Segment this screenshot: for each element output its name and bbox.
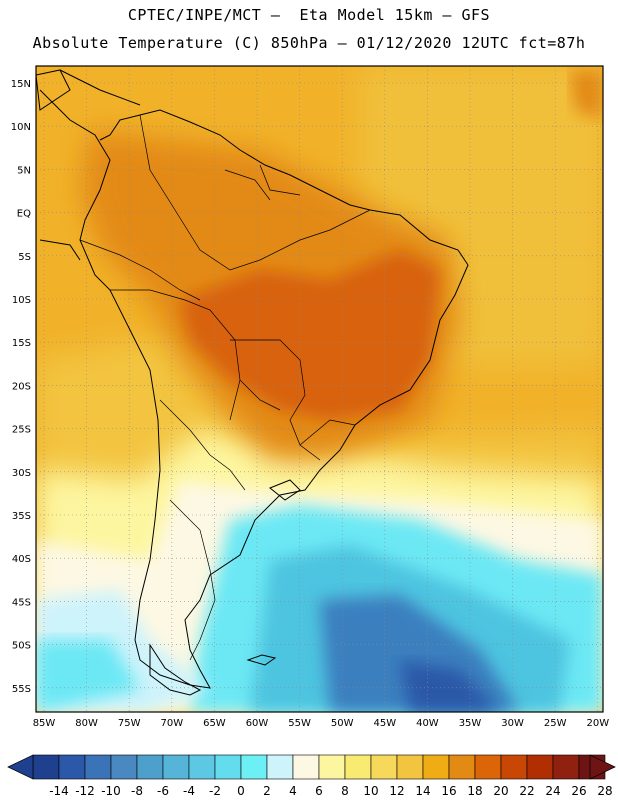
field-blue-dark xyxy=(400,660,500,712)
colorbar-cell xyxy=(240,754,268,780)
colorbar-label: 24 xyxy=(545,784,560,798)
colorbar-cells xyxy=(32,754,606,780)
lon-label: 50W xyxy=(331,718,354,729)
lon-label: 80W xyxy=(75,718,98,729)
colorbar: -14 -12 -10 -8 -6 -4 -2 0 2 4 6 8 10 12 14 16 18 20 22 24 26… xyxy=(7,754,616,798)
colorbar-label: 28 xyxy=(597,784,612,798)
colorbar-labels: -14 -12 -10 -8 -6 -4 -2 0 2 4 6 8 10 12 14 16 18 20 22 24 26… xyxy=(49,784,612,798)
colorbar-label: 18 xyxy=(467,784,482,798)
colorbar-label: 4 xyxy=(289,784,297,798)
longitude-labels: 85W 80W 75W 70W 65W 60W 55W 50W 45W 40W 35W 30W 25W 2… xyxy=(33,718,610,729)
lat-label: 15N xyxy=(11,79,31,90)
colorbar-label: 20 xyxy=(493,784,508,798)
lat-label: 55S xyxy=(12,684,31,695)
lon-label: 55W xyxy=(288,718,311,729)
lon-label: 25W xyxy=(544,718,567,729)
colorbar-high-arrow xyxy=(589,754,616,780)
colorbar-label: 10 xyxy=(363,784,378,798)
field-continent-hot xyxy=(180,250,440,420)
plot-frame xyxy=(35,65,604,713)
temperature-map: 15N 10N 5N EQ 5S 10S 15S 20S 25S 30S 35S 40S 45S 50S 5… xyxy=(11,65,610,729)
lat-label: 20S xyxy=(12,381,31,392)
lat-label: 30S xyxy=(12,468,31,479)
lon-label: 65W xyxy=(203,718,226,729)
lat-label: 25S xyxy=(12,425,31,436)
colorbar-cell xyxy=(84,754,112,780)
map-title-line1: CPTEC/INPE/MCT – Eta Model 15km – GFS xyxy=(127,6,491,24)
lon-label: 35W xyxy=(459,718,482,729)
colorbar-label: -10 xyxy=(101,784,121,798)
latitude-labels: 15N 10N 5N EQ 5S 10S 15S 20S 25S 30S 35S 40S 45S 50S 5… xyxy=(11,79,31,695)
colorbar-label: 0 xyxy=(237,784,245,798)
colorbar-cell xyxy=(188,754,216,780)
lon-label: 60W xyxy=(246,718,269,729)
colorbar-label: 2 xyxy=(263,784,271,798)
colorbar-cell xyxy=(422,754,450,780)
lat-label: 10S xyxy=(12,295,31,306)
lat-label: 5N xyxy=(17,165,31,176)
colorbar-label: 12 xyxy=(389,784,404,798)
colorbar-label: 22 xyxy=(519,784,534,798)
lon-label: 40W xyxy=(416,718,439,729)
temperature-field xyxy=(36,66,603,712)
colorbar-cell xyxy=(370,754,398,780)
colorbar-label: -14 xyxy=(49,784,69,798)
lon-label: 70W xyxy=(160,718,183,729)
field-ne-warm xyxy=(570,70,603,120)
colorbar-label: 6 xyxy=(315,784,323,798)
colorbar-cell xyxy=(500,754,528,780)
lat-label: 45S xyxy=(12,597,31,608)
country-borders xyxy=(79,114,371,661)
lon-label: 45W xyxy=(373,718,396,729)
lon-label: 85W xyxy=(33,718,56,729)
colorbar-low-arrow xyxy=(7,754,34,780)
colorbar-cell xyxy=(292,754,320,780)
lat-label: 50S xyxy=(12,641,31,652)
colorbar-cell xyxy=(318,754,346,780)
colorbar-label: 14 xyxy=(415,784,430,798)
colorbar-cell xyxy=(266,754,294,780)
lat-label: EQ xyxy=(17,209,31,220)
colorbar-cell xyxy=(136,754,164,780)
colorbar-label: -12 xyxy=(75,784,95,798)
map-title-line2: Absolute Temperature (C) 850hPa – 01/12/… xyxy=(32,34,586,52)
colorbar-cell xyxy=(474,754,502,780)
colorbar-label: 16 xyxy=(441,784,456,798)
colorbar-label: 26 xyxy=(571,784,586,798)
lon-label: 75W xyxy=(118,718,141,729)
colorbar-cell xyxy=(448,754,476,780)
lat-label: 10N xyxy=(11,122,31,133)
colorbar-cell xyxy=(552,754,580,780)
colorbar-cell xyxy=(214,754,242,780)
colorbar-cell xyxy=(32,754,60,780)
colorbar-label: -2 xyxy=(209,784,221,798)
lat-label: 35S xyxy=(12,511,31,522)
lat-label: 40S xyxy=(12,554,31,565)
colorbar-label: -4 xyxy=(183,784,195,798)
lon-label: 20W xyxy=(586,718,609,729)
colorbar-cell xyxy=(162,754,190,780)
colorbar-cell xyxy=(344,754,372,780)
graticule xyxy=(36,66,603,712)
colorbar-label: 8 xyxy=(341,784,349,798)
colorbar-cell xyxy=(110,754,138,780)
lat-label: 5S xyxy=(18,252,31,263)
coastlines xyxy=(36,69,469,696)
colorbar-label: -6 xyxy=(157,784,169,798)
lon-label: 30W xyxy=(501,718,524,729)
colorbar-label: -8 xyxy=(131,784,143,798)
colorbar-cell xyxy=(58,754,86,780)
field-cyan-southwest xyxy=(36,640,140,712)
colorbar-cell xyxy=(526,754,554,780)
lat-label: 15S xyxy=(12,338,31,349)
colorbar-cell xyxy=(396,754,424,780)
